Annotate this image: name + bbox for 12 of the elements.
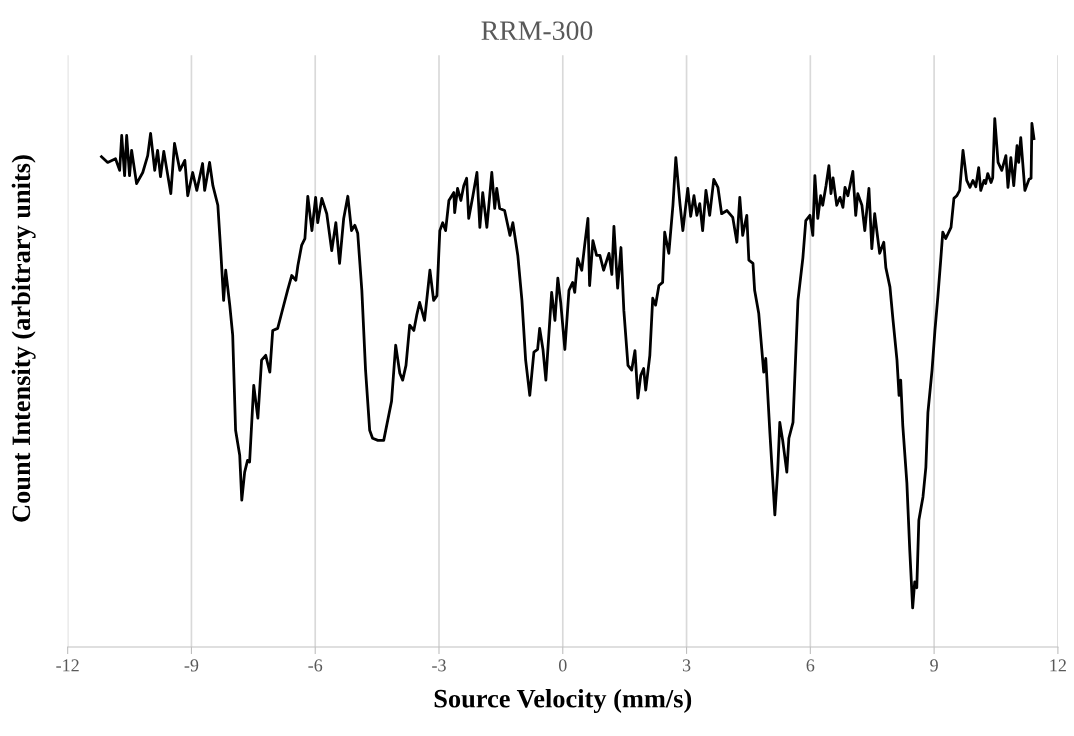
x-tick-label: 9 bbox=[930, 659, 938, 672]
x-tick-label: -6 bbox=[308, 659, 323, 672]
x-tick-label: 3 bbox=[682, 659, 691, 672]
x-tick-label: -9 bbox=[184, 659, 199, 672]
x-tick-label: -3 bbox=[432, 659, 446, 672]
chart-title: RRM-300 bbox=[481, 21, 593, 41]
x-tick-label: 0 bbox=[558, 659, 567, 672]
x-tick-label: 12 bbox=[1050, 659, 1066, 672]
x-axis-title: Source Velocity (mm/s) bbox=[434, 689, 692, 714]
x-tick-label: -12 bbox=[56, 659, 79, 672]
x-tick-label: 6 bbox=[806, 659, 815, 672]
y-axis-title: Count Intensity (arbitrary units) bbox=[11, 155, 36, 522]
